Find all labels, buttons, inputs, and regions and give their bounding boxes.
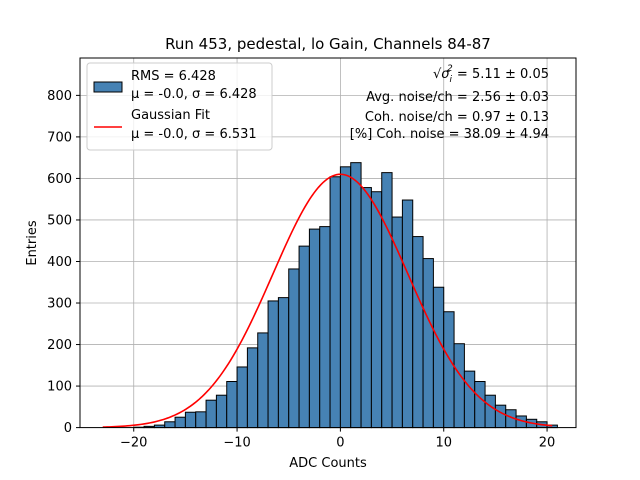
histogram-bar: [370, 191, 383, 429]
histogram-bar: [288, 268, 300, 429]
sigma-stat-value: = 5.11 ± 0.05: [453, 67, 549, 82]
histogram-bar: [319, 226, 331, 429]
x-tick-label: 0: [336, 436, 344, 451]
x-axis-ticks: −20 −10 0 10 20: [120, 427, 556, 451]
x-tick-label: −10: [223, 436, 250, 451]
histogram-bar: [339, 166, 352, 429]
histogram-bar: [432, 286, 445, 429]
legend-histogram-stats: μ = -0.0, σ = 6.428: [131, 87, 257, 102]
sigma-stat-root: √: [433, 67, 442, 82]
histogram-bar: [164, 421, 176, 429]
histogram-bar: [422, 258, 434, 429]
legend: RMS = 6.428 μ = -0.0, σ = 6.428 Gaussian…: [86, 62, 273, 151]
x-tick-label: 20: [539, 436, 556, 451]
histogram-bar: [267, 300, 279, 429]
histogram-bar: [350, 162, 362, 429]
y-tick-label: 200: [47, 338, 72, 353]
legend-histogram-swatch: [93, 81, 123, 93]
histogram-bar: [381, 172, 393, 429]
noise-statistics: √σi2 = 5.11 ± 0.05 Avg. noise/ch = 2.56 …: [350, 64, 549, 142]
gaussian-fit-curve: [102, 173, 553, 428]
y-tick-label: 0: [64, 421, 72, 436]
coh-noise-percent-stat: [%] Coh. noise = 38.09 ± 4.94: [350, 127, 549, 142]
sigma-stat-superscript: 2: [447, 64, 453, 74]
histogram-bar: [195, 411, 207, 429]
histogram-bar: [277, 297, 290, 429]
legend-fit-label: Gaussian Fit: [131, 108, 210, 123]
histogram-bar: [246, 347, 259, 429]
chart-title: Run 453, pedestal, lo Gain, Channels 84-…: [165, 35, 491, 53]
histogram-bar: [494, 404, 507, 429]
y-tick-label: 300: [47, 297, 72, 312]
histogram-bar: [463, 370, 476, 429]
x-axis-label: ADC Counts: [289, 456, 367, 471]
histogram-bar: [174, 416, 186, 429]
plot-frame: [79, 57, 577, 429]
sigma-stat-subscript: i: [450, 75, 453, 85]
legend-histogram-label: RMS = 6.428: [131, 69, 216, 84]
y-axis-label: Entries: [25, 220, 40, 266]
y-tick-label: 400: [47, 255, 72, 270]
sigma-stat: √σi2 = 5.11 ± 0.05: [433, 64, 549, 85]
histogram-bars: [133, 162, 558, 429]
histogram-bar: [484, 394, 496, 429]
histogram-bar: [298, 245, 310, 429]
y-tick-label: 600: [47, 172, 72, 187]
x-tick-label: −20: [120, 436, 147, 451]
histogram-bar: [205, 399, 217, 429]
histogram-bar: [215, 394, 228, 429]
coh-noise-stat: Coh. noise/ch = 0.97 ± 0.13: [365, 110, 549, 125]
histogram-bar: [360, 187, 372, 429]
histogram-bar: [443, 311, 455, 429]
histogram-bar: [401, 199, 414, 429]
y-tick-label: 500: [47, 213, 72, 228]
histogram-bar: [329, 176, 341, 429]
histogram-bar: [236, 366, 248, 429]
y-tick-label: 700: [47, 130, 72, 145]
sigma-stat-variable: σ: [441, 67, 450, 82]
histogram-bar: [308, 228, 321, 429]
y-tick-label: 100: [47, 380, 72, 395]
legend-fit-stats: μ = -0.0, σ = 6.531: [131, 127, 257, 142]
histogram-bar: [474, 381, 486, 429]
y-tick-label: 800: [47, 89, 72, 104]
y-axis-ticks: 0 100 200 300 400 500 600 700 800: [47, 89, 80, 436]
avg-noise-stat: Avg. noise/ch = 2.56 ± 0.03: [366, 90, 549, 105]
histogram-bar: [184, 411, 197, 429]
histogram-bar: [257, 332, 269, 429]
histogram-bar: [226, 381, 238, 429]
histogram-bar: [412, 236, 424, 429]
histogram-bar: [453, 343, 465, 429]
x-tick-label: 10: [435, 436, 452, 451]
legend-box: [86, 62, 273, 151]
